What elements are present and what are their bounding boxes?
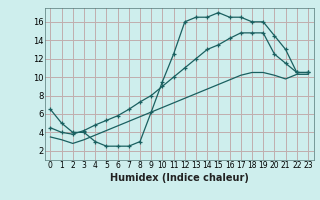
X-axis label: Humidex (Indice chaleur): Humidex (Indice chaleur) <box>110 173 249 183</box>
